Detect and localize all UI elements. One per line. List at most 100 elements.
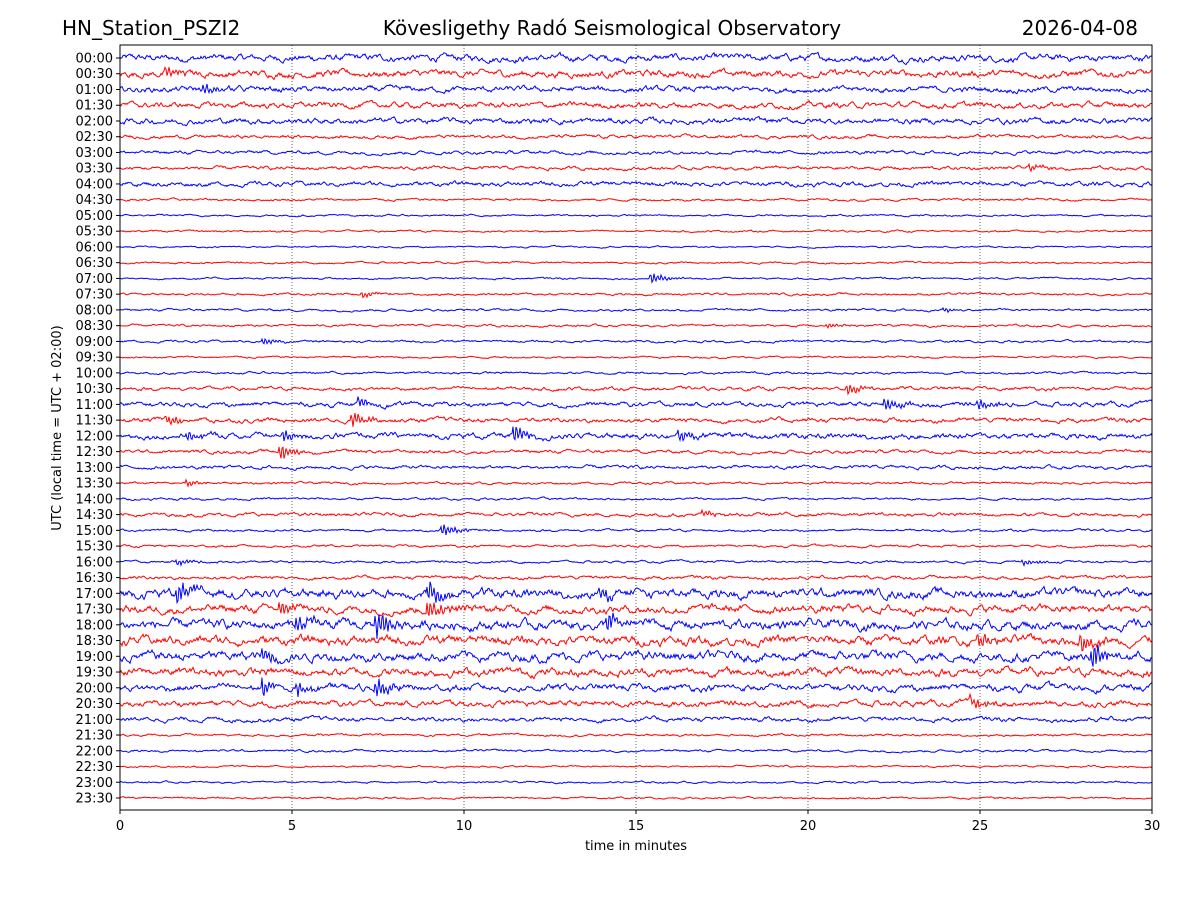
y-tick-label: 04:30 [76,193,113,208]
y-tick-label: 08:00 [76,303,113,318]
trace-1400 [119,496,1153,502]
y-tick-label: 00:00 [76,52,113,67]
trace-1700 [119,581,1153,605]
trace-0200 [119,115,1153,127]
y-tick-label: 16:00 [76,555,113,570]
trace-2230 [119,764,1153,769]
x-tick-label: 0 [116,819,124,834]
y-tick-label: 13:00 [76,461,113,476]
trace-0030 [119,66,1153,81]
y-axis-label: UTC (local time = UTC + 02:00) [50,325,65,530]
trace-0130 [119,99,1153,111]
y-tick-label: 12:00 [76,429,113,444]
y-tick-label: 18:00 [76,618,113,633]
trace-1300 [119,463,1153,472]
trace-0830 [119,323,1153,329]
y-tick-label: 19:30 [76,666,113,681]
trace-0400 [120,180,1153,189]
y-tick-label: 09:00 [76,335,113,350]
y-tick-label: 17:00 [76,587,113,602]
trace-1930 [119,665,1153,680]
trace-1730 [119,602,1153,618]
y-tick-label: 20:30 [76,697,113,712]
y-tick-label: 03:00 [76,146,113,161]
y-tick-label: 07:30 [76,288,113,303]
trace-1630 [119,574,1153,581]
observatory-title: Kövesligethy Radó Seismological Observat… [383,16,841,40]
trace-1000 [119,370,1153,376]
y-tick-label: 10:00 [76,366,113,381]
y-tick-label: 23:30 [76,792,113,807]
trace-0430 [119,197,1153,203]
trace-2330 [119,795,1153,800]
trace-0100 [119,83,1153,95]
x-tick-label: 15 [628,819,645,834]
y-tick-label: 22:00 [76,744,113,759]
trace-0730 [119,291,1153,299]
y-tick-label: 00:30 [76,67,113,82]
y-tick-label: 11:30 [76,414,113,429]
y-tick-label: 04:00 [76,177,113,192]
trace-0530 [119,229,1152,234]
trace-2100 [119,714,1153,725]
trace-1330 [119,478,1153,488]
trace-1530 [119,543,1153,549]
trace-0630 [119,260,1153,265]
trace-1030 [119,384,1153,396]
y-tick-label: 05:00 [76,209,113,224]
trace-0230 [119,133,1153,141]
date-title: 2026-04-08 [1022,16,1138,40]
trace-1130 [119,413,1153,427]
y-tick-label: 22:30 [76,760,113,775]
x-tick-label: 25 [972,819,989,834]
trace-0800 [119,306,1153,314]
y-tick-label: 06:30 [76,256,113,271]
trace-1830 [119,632,1153,652]
y-tick-label: 03:30 [76,162,113,177]
trace-0300 [119,149,1153,157]
y-tick-label: 16:30 [76,571,113,586]
y-tick-label: 10:30 [76,382,113,397]
y-tick-label: 21:00 [76,713,113,728]
y-tick-label: 18:30 [76,634,113,649]
trace-1900 [119,645,1153,667]
trace-2130 [119,732,1153,738]
trace-1230 [119,446,1153,459]
trace-0700 [119,273,1153,284]
y-tick-label: 07:00 [76,272,113,287]
trace-0900 [119,337,1153,345]
y-tick-label: 13:30 [76,477,113,492]
y-tick-label: 19:00 [76,650,113,665]
y-tick-label: 01:30 [76,99,113,114]
y-tick-label: 05:30 [76,225,113,240]
y-tick-label: 17:30 [76,603,113,618]
trace-0600 [119,244,1153,249]
station-title: HN_Station_PSZI2 [62,16,240,40]
y-tick-label: 02:00 [76,114,113,129]
y-tick-label: 14:00 [76,492,113,507]
y-tick-label: 02:30 [76,130,113,145]
x-tick-label: 30 [1144,819,1161,834]
trace-2200 [119,748,1153,754]
y-tick-label: 06:00 [76,240,113,255]
y-tick-label: 01:00 [76,83,113,98]
trace-1200 [119,426,1153,443]
y-tick-label: 21:30 [76,729,113,744]
trace-2300 [119,780,1153,785]
trace-0000 [119,51,1153,66]
y-tick-label: 09:30 [76,351,113,366]
y-tick-label: 15:00 [76,524,113,539]
y-tick-label: 20:00 [76,681,113,696]
y-tick-label: 14:30 [76,508,113,523]
trace-1600 [119,558,1153,567]
x-tick-label: 5 [288,819,296,834]
trace-2000 [119,677,1153,697]
x-axis-label: time in minutes [585,839,687,854]
y-tick-label: 23:00 [76,776,113,791]
trace-0330 [119,162,1153,173]
trace-2030 [119,692,1153,710]
trace-1800 [119,612,1153,639]
y-tick-label: 12:30 [76,445,113,460]
